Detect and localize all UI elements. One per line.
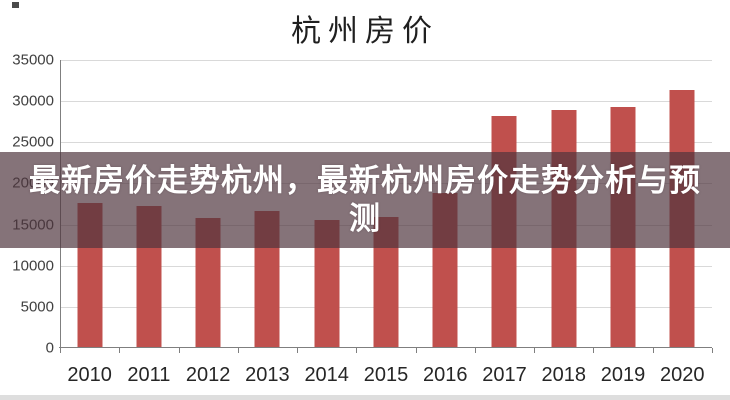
x-axis-label-2014: 2014	[304, 364, 349, 386]
y-tick-label-5000: 5000	[20, 298, 54, 316]
x-axis-label-2017: 2017	[482, 364, 527, 386]
gridline-35000	[60, 60, 712, 61]
x-axis-tick	[60, 348, 61, 353]
x-axis-tick	[415, 348, 417, 353]
y-tick-label-0: 0	[45, 339, 54, 357]
x-axis-label-2012: 2012	[185, 364, 231, 386]
x-axis-tick	[297, 348, 299, 353]
headline-overlay-banner: 最新房价走势杭州，最新杭州房价走势分析与预 测	[0, 152, 730, 248]
x-axis-label-2018: 2018	[541, 364, 587, 386]
x-axis-tick	[356, 348, 358, 353]
x-axis-labels: 2010 2011 2012 2013 2014 2015 2016 2017 2018 2019…	[60, 364, 712, 387]
corner-artifact	[12, 2, 19, 8]
y-tick-label-35000: 35000	[12, 51, 54, 69]
x-axis-tick	[474, 348, 476, 353]
y-tick-label-25000: 25000	[12, 133, 54, 151]
y-tick-label-10000: 10000	[12, 257, 54, 275]
x-axis-label-2011: 2011	[127, 364, 171, 386]
x-axis-tick	[534, 348, 536, 353]
headline-line-2: 测	[349, 201, 381, 236]
x-axis-line	[59, 347, 712, 348]
y-tick-label-30000: 30000	[12, 92, 54, 110]
x-axis-tick	[178, 348, 180, 353]
bottom-edge-strip	[0, 395, 730, 400]
x-axis-label-2013: 2013	[245, 364, 290, 386]
gridline-30000	[60, 101, 712, 103]
x-axis-label-2020: 2020	[660, 364, 705, 386]
chart-title: 杭州房价	[291, 15, 439, 48]
x-axis-tick	[712, 348, 713, 353]
x-axis-tick	[652, 348, 654, 353]
x-axis-label-2019: 2019	[600, 364, 646, 386]
x-axis-tick	[237, 348, 239, 353]
x-axis-tick	[593, 348, 595, 353]
x-axis-label-2015: 2015	[363, 364, 409, 386]
gridline-25000	[60, 142, 712, 144]
bar-series	[60, 60, 712, 347]
x-axis-label-2016: 2016	[422, 364, 468, 386]
headline-line-1: 最新房价走势杭州，最新杭州房价走势分析与预	[29, 163, 701, 198]
x-axis-tick	[119, 348, 121, 353]
x-axis-label-2010: 2010	[67, 364, 112, 386]
